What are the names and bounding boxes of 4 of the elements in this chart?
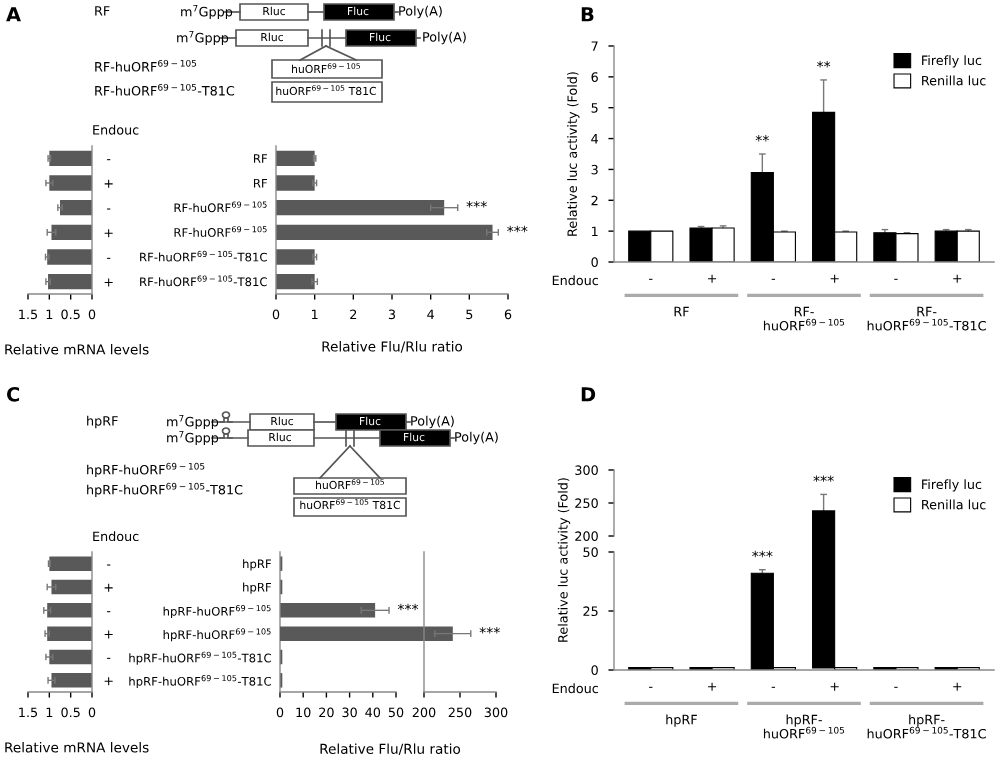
text: C	[6, 386, 20, 402]
chart-title: D	[581, 387, 596, 402]
text: A	[6, 7, 21, 22]
chart-title: B	[581, 7, 594, 22]
